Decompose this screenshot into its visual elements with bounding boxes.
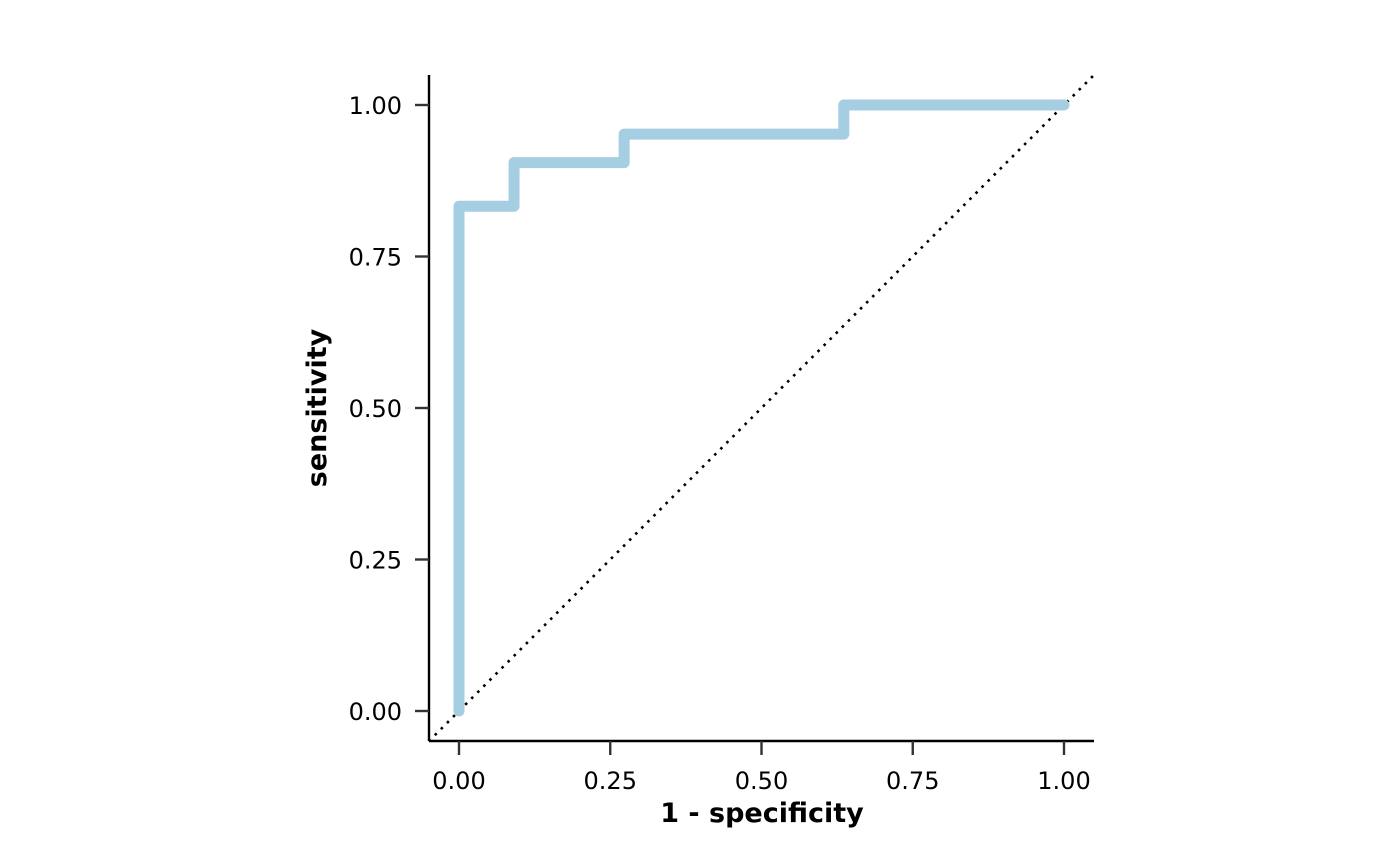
x-tick-label: 0.50 <box>735 767 788 795</box>
y-axis: 0.00 0.25 0.50 0.75 1.00 <box>349 75 431 741</box>
y-tick-label: 0.00 <box>349 698 402 726</box>
x-tick-label: 0.00 <box>432 767 485 795</box>
y-tick-label: 0.50 <box>349 395 402 423</box>
y-tick-label: 0.25 <box>349 547 402 575</box>
roc-curve-line <box>453 99 1070 717</box>
reference-diagonal-line <box>427 73 1096 743</box>
plot-area <box>427 73 1096 743</box>
y-axis-title: sensitivity <box>302 328 333 487</box>
x-axis-title: 1 - specificity <box>660 798 864 829</box>
y-tick-label: 0.75 <box>349 244 402 272</box>
x-tick-label: 0.25 <box>584 767 637 795</box>
y-tick-label: 1.00 <box>349 92 402 120</box>
x-axis: 0.00 0.25 0.50 0.75 1.00 <box>429 739 1094 795</box>
x-tick-label: 0.75 <box>886 767 939 795</box>
x-tick-label: 1.00 <box>1037 767 1090 795</box>
